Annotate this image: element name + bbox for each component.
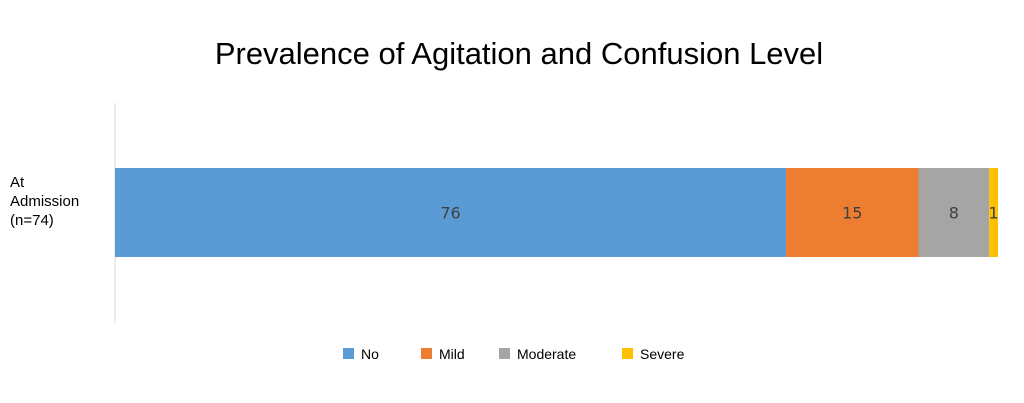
bar-segment-severe	[989, 168, 998, 257]
category-label-line-2: Admission	[10, 193, 79, 210]
legend-label-moderate: Moderate	[517, 346, 576, 362]
chart-title: Prevalence of Agitation and Confusion Le…	[215, 36, 823, 71]
legend-item-severe: Severe	[622, 346, 685, 362]
legend-swatch-moderate	[499, 348, 510, 359]
data-label-severe: 1	[988, 204, 998, 223]
data-label-mild: 15	[842, 204, 862, 223]
legend-item-no: No	[343, 346, 379, 362]
stacked-bar: 76 15 8 1	[115, 168, 999, 257]
legend-swatch-mild	[421, 348, 432, 359]
data-label-no: 76	[440, 204, 460, 223]
bar-segment-moderate	[918, 168, 990, 257]
legend-item-mild: Mild	[421, 346, 465, 362]
legend-label-mild: Mild	[439, 346, 465, 362]
legend-swatch-no	[343, 348, 354, 359]
category-label-line-1: At	[10, 174, 25, 191]
legend: No Mild Moderate Severe	[343, 346, 685, 362]
legend-label-severe: Severe	[640, 346, 685, 362]
legend-item-moderate: Moderate	[499, 346, 576, 362]
legend-label-no: No	[361, 346, 379, 362]
bar-segment-no	[115, 168, 787, 257]
bar-segment-mild	[786, 168, 919, 257]
category-label-line-3: (n=74)	[10, 212, 54, 229]
category-label: At Admission (n=74)	[10, 174, 83, 229]
legend-swatch-severe	[622, 348, 633, 359]
data-label-moderate: 8	[949, 204, 959, 223]
